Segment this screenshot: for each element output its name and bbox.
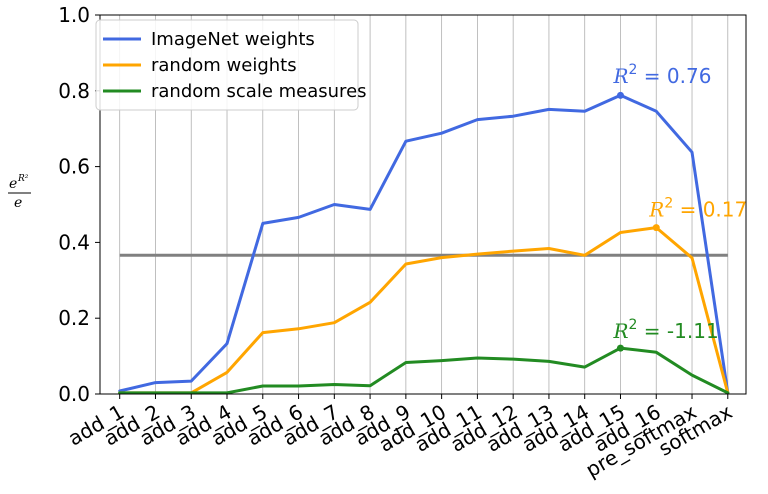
legend-box — [95, 19, 359, 111]
series-line-3 — [118, 346, 730, 395]
y-tick-label-0.2: 0.2 — [58, 306, 90, 330]
y-tick-label-0.8: 0.8 — [58, 79, 90, 103]
annotation-marker-3 — [616, 344, 624, 352]
y-axis-label-numerator-exponent: R² — [17, 174, 29, 184]
annotation-label-1: R2 = 0.76 — [612, 62, 711, 88]
plot-frame — [99, 14, 747, 395]
annotation-marker-2 — [652, 224, 660, 232]
y-tick-label-1.0: 1.0 — [58, 3, 90, 27]
x-axis-ticks: add_1add_2add_3add_4add_5add_6add_7add_8… — [64, 394, 736, 482]
series-line-2 — [118, 226, 730, 395]
legend-label-1: ImageNet weights — [151, 29, 315, 50]
legend-label-2: random weights — [151, 55, 297, 76]
y-axis-label-numerator-base: e — [9, 176, 17, 192]
annotation-marker-1 — [616, 91, 624, 99]
series-line-1 — [118, 93, 730, 395]
y-axis-label-denominator: e — [14, 195, 22, 211]
legend: ImageNet weights random weights random sca… — [95, 19, 367, 111]
y-tick-label-0.0: 0.0 — [58, 382, 90, 406]
series-layer — [118, 93, 730, 395]
y-tick-label-0.6: 0.6 — [58, 155, 90, 179]
marker-layer — [616, 91, 660, 352]
y-tick-label-0.4: 0.4 — [58, 230, 90, 254]
y-axis-ticks: 0.0 0.2 0.4 0.6 0.8 1.0 — [58, 3, 100, 406]
annotation-layer: R2 = 0.76 R2 = 0.17 R2 = -1.11 — [612, 62, 747, 343]
annotation-label-3: R2 = -1.11 — [612, 317, 718, 343]
annotation-label-2: R2 = 0.17 — [648, 196, 747, 222]
legend-label-3: random scale measures — [151, 81, 367, 102]
y-axis-label: e R² e — [8, 174, 31, 211]
